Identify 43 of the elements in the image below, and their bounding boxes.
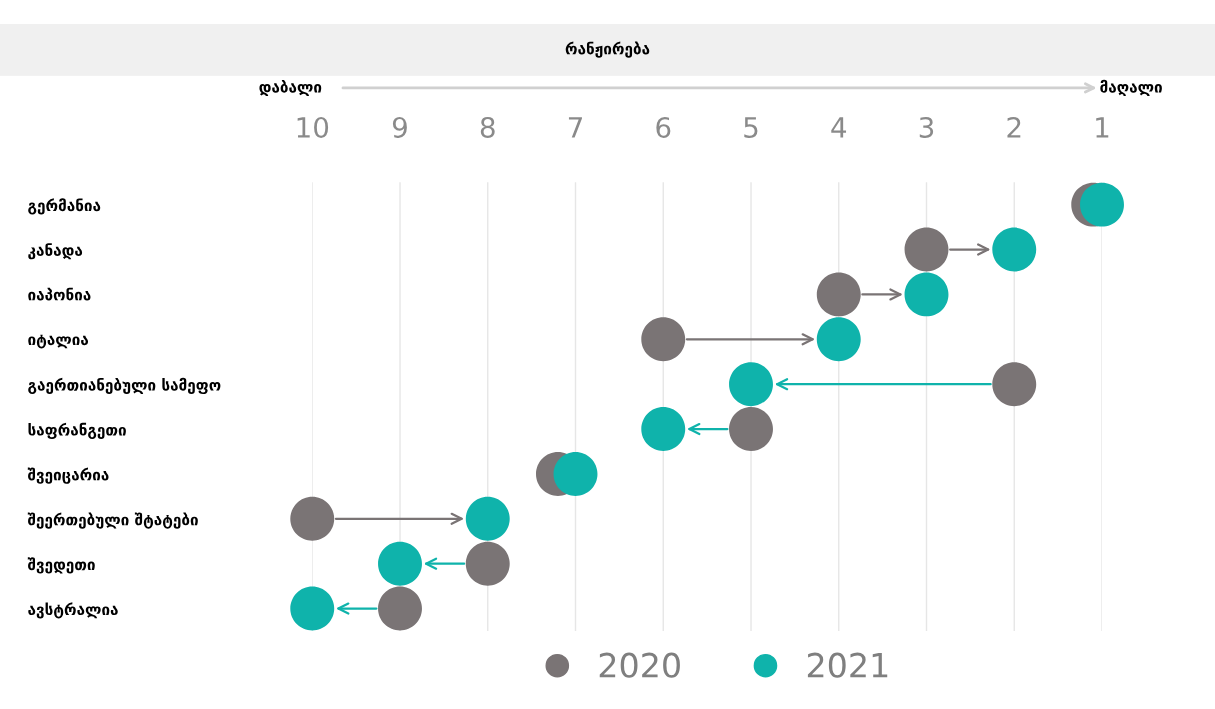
x-tick-label: 10: [297, 116, 329, 138]
point: [290, 496, 335, 541]
y-tick-label: შვედეთი: [27, 557, 95, 574]
text: რანჟირება: [565, 41, 650, 58]
x-tick-label: 1: [1096, 117, 1109, 138]
point: [816, 272, 861, 317]
point: [729, 362, 773, 407]
point: [553, 451, 598, 496]
point: [465, 496, 510, 541]
point: [378, 541, 422, 586]
x-tick-label: 6: [656, 116, 671, 138]
x-tick-label: 3: [919, 116, 934, 138]
y-tick-label: შვეიცარია: [27, 467, 109, 484]
y-tick-label: იტალია: [28, 334, 89, 349]
point: [904, 227, 949, 272]
x-tick-label: 5: [744, 117, 758, 138]
point: [904, 272, 949, 317]
point: [729, 407, 773, 452]
legend-label: 2020: [599, 652, 680, 678]
point: [1080, 182, 1124, 227]
point: [992, 227, 1037, 272]
y-tick-label: გერმანია: [28, 198, 101, 215]
text: დაბალი: [259, 79, 322, 96]
text: მაღალი: [1100, 79, 1162, 96]
y-tick-label: საფრანგეთი: [28, 422, 126, 439]
x-tick-label: 9: [392, 116, 407, 138]
y-tick-label: გაერთიანებული სამეფო: [28, 377, 221, 395]
y-tick-label: შეერთებული შტატები: [27, 512, 198, 529]
x-tick-label: 4: [831, 117, 847, 138]
y-tick-label: იაპონია: [28, 287, 91, 301]
x-tick-label: 2: [1007, 116, 1021, 138]
point: [290, 586, 335, 631]
point: [378, 586, 422, 631]
x-tick-label: 8: [480, 116, 495, 138]
x-tick-label: 7: [568, 117, 582, 138]
point: [641, 317, 686, 362]
legend-label: 2021: [807, 652, 888, 678]
y-tick-label: კანადა: [28, 243, 83, 260]
y-tick-label: ავსტრალია: [28, 602, 118, 619]
point: [465, 541, 510, 586]
point: [992, 362, 1037, 407]
point: [641, 407, 686, 452]
point: [816, 317, 861, 362]
